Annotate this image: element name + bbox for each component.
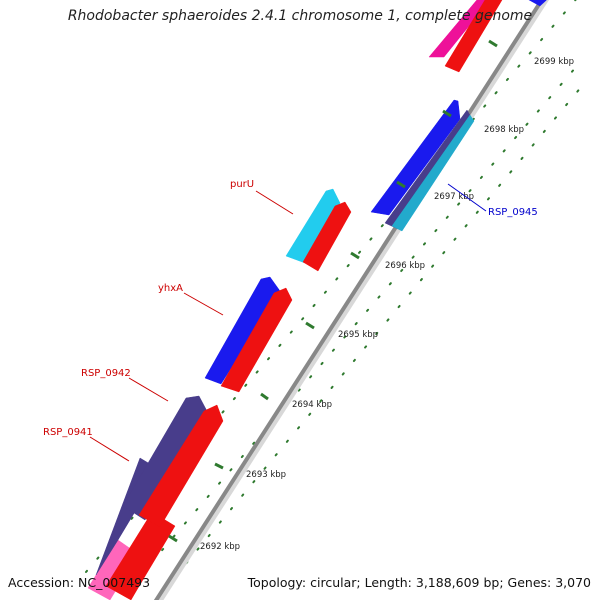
tick-marks: 2692 kbp 2693 kbp 2694 kbp 2695 kbp 2696 kbp… <box>169 41 574 552</box>
tick-label: 2696 kbp <box>385 261 425 271</box>
label-leader-line <box>90 437 129 461</box>
gene-label: yhxA <box>158 283 183 294</box>
gene-label: RSP_0942 <box>81 368 131 379</box>
tick-mark <box>489 41 497 46</box>
tick-mark <box>169 536 177 541</box>
gene-label: RSP_0941 <box>43 427 93 438</box>
tick-label: 2695 kbp <box>338 330 378 340</box>
gene-dark-upper <box>385 110 471 229</box>
label-leader-line <box>184 293 223 315</box>
tick-label: 2693 kbp <box>246 470 286 480</box>
gene-labels: purU yhxA RSP_0942 RSP_0941 RSP_0945 <box>43 179 538 461</box>
map-title: Rhodobacter sphaeroides 2.4.1 chromosome… <box>0 8 600 24</box>
backbone <box>155 0 548 600</box>
tick-mark <box>351 253 359 258</box>
mid-dotted-guide <box>128 60 582 590</box>
label-leader-line <box>129 378 168 401</box>
tick-mark <box>261 394 268 399</box>
genome-map-canvas: 2692 kbp 2693 kbp 2694 kbp 2695 kbp 2696 kbp… <box>0 0 600 600</box>
genome-map: 2692 kbp 2693 kbp 2694 kbp 2695 kbp 2696 kbp… <box>0 0 600 600</box>
tick-label: 2698 kbp <box>484 125 524 135</box>
backbone-shadow <box>158 0 548 600</box>
tick-label: 2692 kbp <box>200 542 240 552</box>
accession-text: Accession: NC_007493 <box>8 575 150 590</box>
label-leader-line <box>256 191 293 214</box>
genome-summary-text: Topology: circular; Length: 3,188,609 bp… <box>248 575 591 590</box>
tick-label: 2697 kbp <box>434 192 474 202</box>
tick-mark <box>306 323 314 328</box>
tick-label: 2699 kbp <box>534 57 574 67</box>
gene-label: RSP_0945 <box>488 207 538 218</box>
gene-label: purU <box>230 179 254 190</box>
tick-label: 2694 kbp <box>292 400 332 410</box>
tick-mark <box>215 464 223 468</box>
